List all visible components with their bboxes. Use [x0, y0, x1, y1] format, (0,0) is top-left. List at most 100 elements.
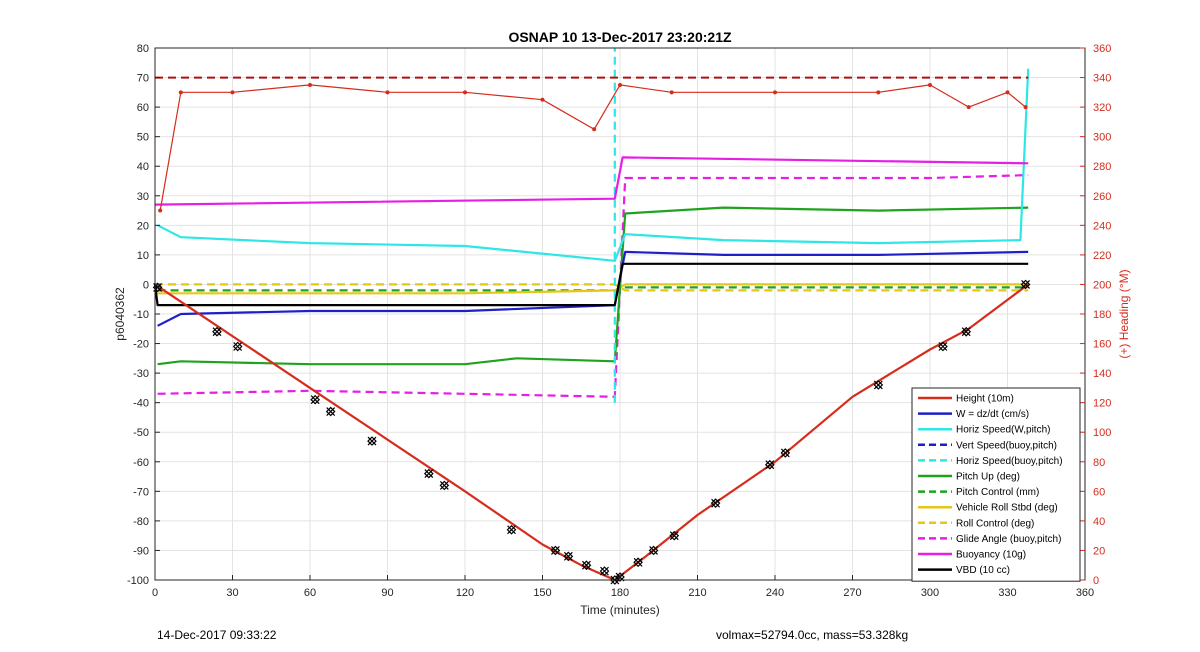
right-y-tick-label: 80	[1093, 457, 1105, 469]
x-ticks: 0 30 60 90 120 150 180 210 240 270 300 330 360	[152, 575, 1094, 599]
marker-layer	[152, 279, 1031, 585]
y-tick-label: -80	[133, 516, 149, 528]
height-marker	[506, 524, 517, 535]
height-marker	[310, 394, 321, 405]
legend-label: Vehicle Roll Stbd (deg)	[956, 503, 1058, 514]
right-y-tick-label: 240	[1093, 220, 1111, 232]
series-height-10m	[154, 283, 1029, 582]
x-tick-label: 30	[226, 587, 238, 599]
series-layer	[153, 48, 1030, 582]
right-y-axis-label: (+) Heading (°M)	[1117, 269, 1131, 358]
x-tick-label: 270	[843, 587, 861, 599]
legend-label: W = dz/dt (cm/s)	[956, 409, 1029, 420]
height-marker	[232, 341, 243, 352]
right-y-tick-label: 120	[1093, 398, 1111, 410]
right-y-tick-label: 140	[1093, 368, 1111, 380]
right-y-tick-label: 280	[1093, 161, 1111, 173]
height-marker	[780, 448, 791, 458]
x-tick-label: 90	[381, 587, 393, 599]
x-tick-label: 360	[1076, 587, 1094, 599]
legend-label: Buoyancy (10g)	[956, 550, 1026, 561]
heading-point	[385, 90, 390, 95]
height-marker	[423, 468, 434, 479]
legend-label: Pitch Up (deg)	[956, 472, 1020, 483]
heading-point	[928, 82, 932, 87]
height-marker	[633, 557, 643, 568]
right-y-tick-label: 60	[1093, 486, 1105, 498]
y-tick-label: 10	[137, 250, 149, 262]
x-tick-label: 210	[688, 587, 706, 599]
right-y-tick-label: 160	[1093, 339, 1111, 351]
height-marker	[1020, 279, 1031, 290]
y-tick-label: -90	[133, 545, 149, 557]
y-tick-label: 0	[143, 279, 149, 291]
right-y-tick-label: 220	[1093, 250, 1111, 262]
legend-label: Roll Control (deg)	[956, 518, 1034, 529]
height-marker	[212, 326, 222, 337]
right-y-tick-label: 100	[1093, 427, 1111, 439]
right-y-tick-label: 340	[1093, 73, 1111, 85]
height-marker	[938, 341, 948, 352]
series-horiz-speed-w-pitch	[157, 68, 1030, 262]
y-axis-label: p6040362	[113, 287, 127, 341]
height-marker	[710, 498, 721, 509]
legend-label: Glide Angle (buoy,pitch)	[956, 534, 1061, 545]
x-tick-label: 300	[921, 587, 939, 599]
x-tick-label: 0	[152, 587, 158, 599]
right-y-tick-label: 180	[1093, 309, 1111, 321]
right-y-tick-label: 0	[1093, 575, 1099, 587]
chart-title: OSNAP 10 13-Dec-2017 23:20:21Z	[508, 29, 732, 45]
series-vbd-10-cc	[153, 262, 1029, 307]
footer-timestamp: 14-Dec-2017 09:33:22	[157, 628, 277, 642]
heading-point	[540, 97, 545, 102]
right-y-tick-label: 260	[1093, 191, 1111, 203]
y-tick-label: 40	[137, 161, 149, 173]
y-tick-label: -20	[133, 339, 149, 351]
legend-label: Vert Speed(buoy,pitch)	[956, 440, 1057, 451]
series-heading	[159, 84, 1026, 211]
heading-point	[669, 90, 674, 95]
right-y-ticks: 3603403203002802602402202001801601401201…	[1080, 43, 1111, 587]
height-marker	[367, 436, 377, 446]
y-tick-label: -60	[133, 457, 149, 469]
y-tick-label: 70	[137, 73, 149, 85]
legend: Height (10m) W = dz/dt (cm/s) Horiz Speed(…	[911, 387, 1081, 582]
heading-point	[592, 127, 597, 132]
footer-volmax-mass: volmax=52794.0cc, mass=53.328kg	[716, 628, 909, 642]
height-marker	[550, 545, 561, 556]
y-tick-label: -70	[133, 486, 149, 498]
right-y-tick-label: 40	[1093, 516, 1105, 528]
y-tick-label: -100	[127, 575, 149, 587]
legend-label: Height (10m)	[956, 394, 1014, 405]
y-tick-label: 60	[137, 102, 149, 114]
legend-box	[911, 387, 1081, 582]
y-tick-label: -40	[133, 398, 149, 410]
legend-label: VBD (10 cc)	[956, 565, 1010, 576]
x-tick-label: 240	[766, 587, 784, 599]
heading-point	[773, 90, 777, 95]
heading-point	[308, 82, 312, 87]
series-pitch-up-deg	[157, 206, 1029, 366]
x-tick-label: 150	[533, 587, 551, 599]
y-tick-label: -30	[133, 368, 149, 380]
x-axis-label: Time (minutes)	[580, 603, 660, 617]
height-marker	[648, 545, 659, 556]
right-y-tick-label: 200	[1093, 279, 1111, 291]
height-marker	[599, 566, 610, 576]
height-marker	[563, 551, 574, 562]
series-buoyancy-10g	[154, 156, 1029, 206]
heading-point	[230, 90, 235, 95]
x-tick-label: 180	[611, 587, 629, 599]
height-marker	[325, 406, 336, 417]
height-marker	[581, 560, 592, 571]
legend-label: Horiz Speed(W,pitch)	[956, 425, 1050, 436]
y-tick-label: 80	[137, 43, 149, 55]
heading-point	[463, 90, 467, 95]
heading-point	[178, 90, 183, 95]
heading-point	[966, 105, 971, 110]
legend-label: Pitch Control (mm)	[956, 487, 1039, 498]
right-y-tick-label: 20	[1093, 545, 1105, 557]
height-marker	[669, 530, 680, 541]
heading-point	[1005, 90, 1010, 95]
